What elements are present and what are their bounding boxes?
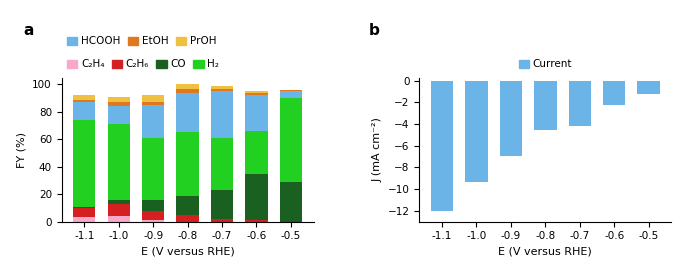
Bar [211, 138, 233, 190]
Bar [211, 219, 233, 222]
Bar [211, 91, 233, 138]
Bar [279, 182, 302, 222]
Bar [279, 90, 302, 91]
Bar [108, 124, 130, 200]
Bar [108, 204, 130, 216]
Bar [108, 102, 130, 106]
Legend: Current: Current [519, 60, 572, 70]
Text: b: b [369, 23, 380, 38]
Bar [142, 220, 164, 222]
Bar [279, 98, 302, 182]
Bar [245, 174, 268, 220]
Bar [177, 84, 199, 89]
Bar [177, 196, 199, 215]
Bar [108, 200, 130, 204]
Bar [177, 132, 199, 196]
Bar [569, 81, 591, 126]
Bar [177, 93, 199, 132]
Bar [211, 89, 233, 91]
Bar [534, 81, 556, 130]
Bar [142, 138, 164, 200]
Bar [142, 95, 164, 102]
Bar [245, 91, 268, 93]
Y-axis label: J (mA cm⁻²): J (mA cm⁻²) [372, 117, 382, 182]
Text: a: a [24, 23, 34, 38]
Bar [73, 120, 95, 207]
Bar [142, 105, 164, 138]
Bar [108, 97, 130, 102]
Bar [142, 211, 164, 220]
Bar [177, 215, 199, 222]
X-axis label: E (V versus RHE): E (V versus RHE) [499, 247, 593, 257]
Bar [73, 99, 95, 102]
Bar [245, 220, 268, 222]
Bar [211, 190, 233, 219]
Bar [73, 217, 95, 222]
Bar [108, 216, 130, 222]
Bar [108, 106, 130, 124]
Bar [431, 81, 453, 211]
Bar [73, 208, 95, 217]
Bar [500, 81, 522, 156]
Bar [177, 89, 199, 93]
Bar [603, 81, 625, 105]
Bar [245, 93, 268, 95]
Bar [142, 200, 164, 211]
Legend: HCOOH, EtOH, PrOH: HCOOH, EtOH, PrOH [67, 36, 216, 47]
Y-axis label: FY (%): FY (%) [16, 132, 27, 168]
Bar [142, 102, 164, 105]
Bar [279, 91, 302, 98]
X-axis label: E (V versus RHE): E (V versus RHE) [140, 247, 234, 257]
Bar [465, 81, 488, 181]
Bar [73, 102, 95, 120]
Bar [245, 131, 268, 174]
Bar [245, 95, 268, 131]
Bar [211, 86, 233, 89]
Bar [638, 81, 660, 94]
Bar [73, 95, 95, 99]
Bar [73, 207, 95, 208]
